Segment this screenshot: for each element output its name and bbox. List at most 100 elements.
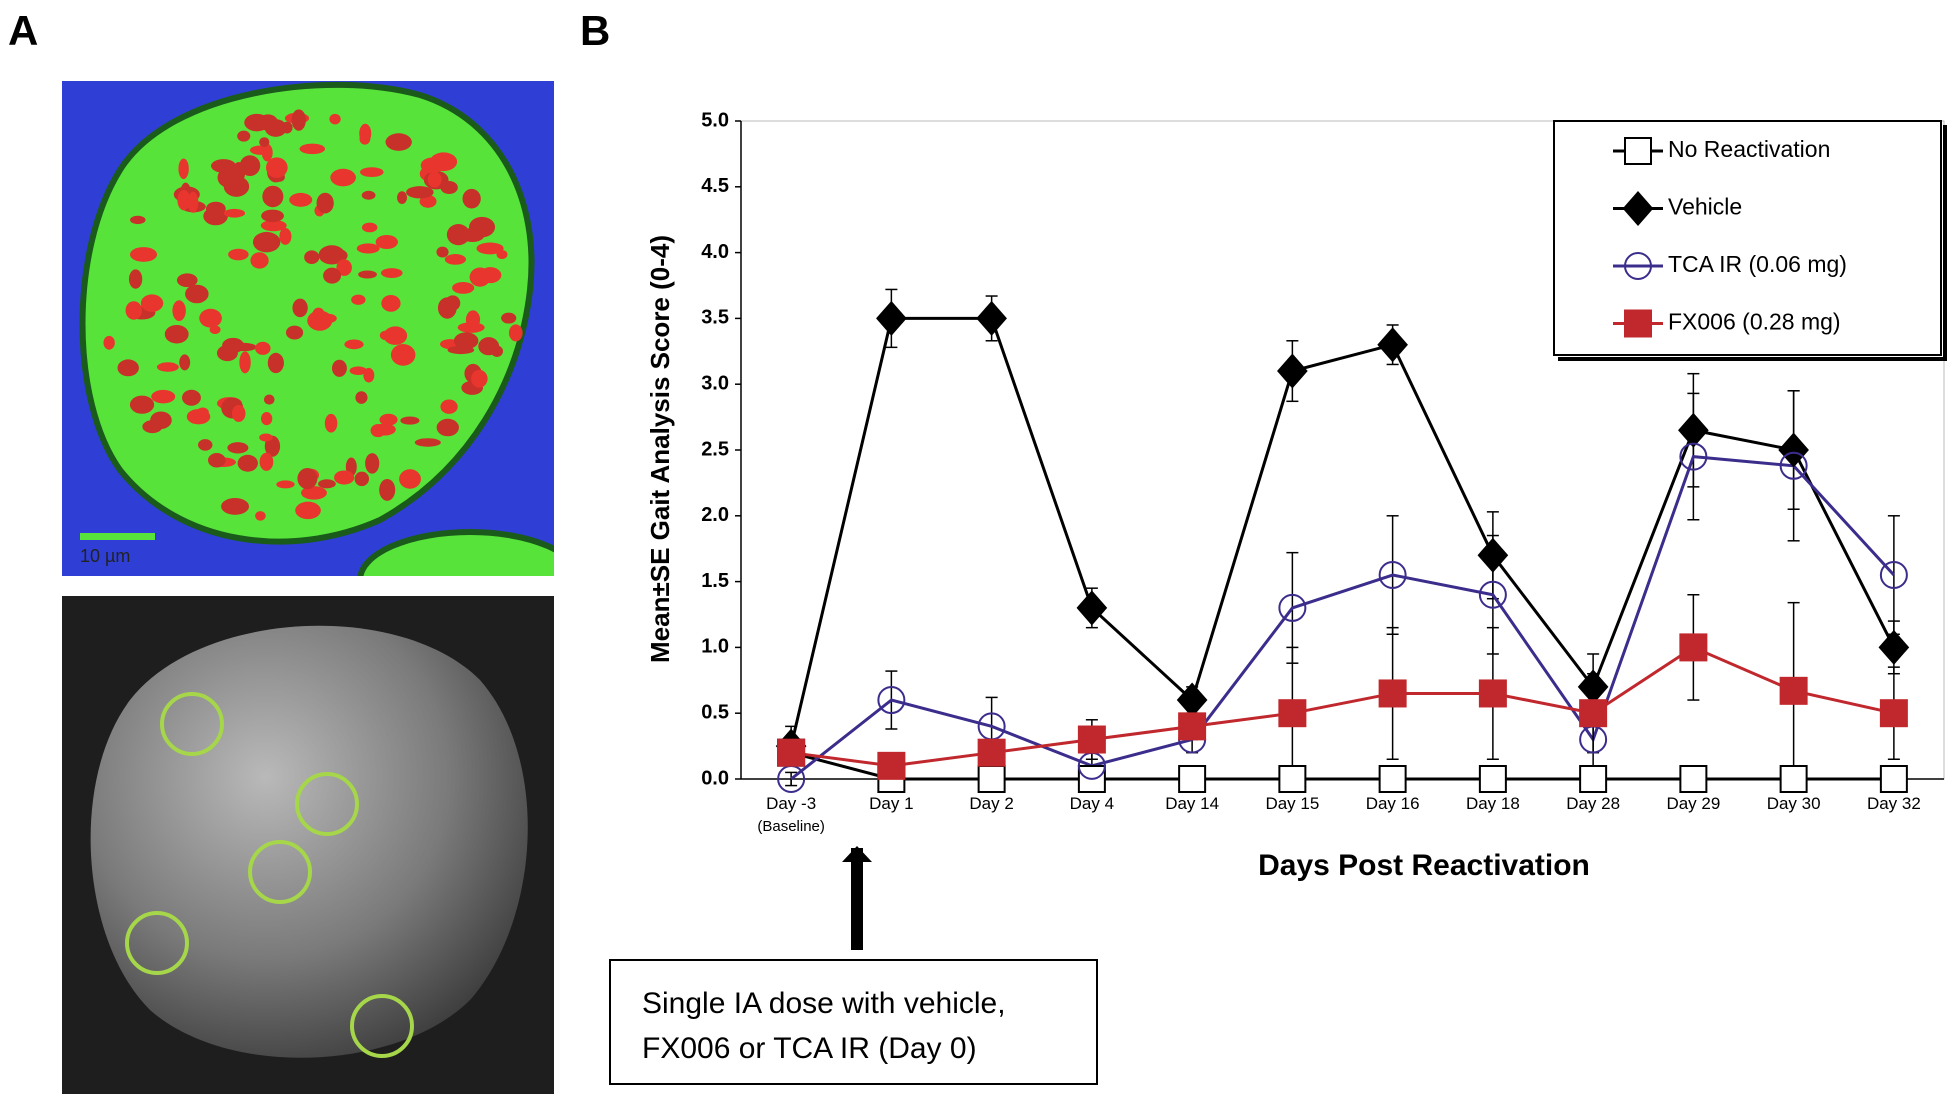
marker bbox=[1178, 765, 1207, 793]
marker bbox=[1879, 561, 1908, 590]
granule bbox=[172, 300, 186, 322]
x-tick-label: Day 4 bbox=[1070, 794, 1114, 813]
granule bbox=[329, 113, 341, 125]
x-tick-label: Day 28 bbox=[1566, 794, 1620, 813]
marker bbox=[1678, 412, 1709, 448]
granule bbox=[151, 389, 176, 404]
sem-image bbox=[62, 596, 554, 1094]
granule bbox=[379, 478, 396, 501]
granule bbox=[354, 471, 369, 487]
granule bbox=[276, 480, 295, 489]
granule bbox=[316, 192, 334, 214]
legend-label: FX006 (0.28 mg) bbox=[1668, 309, 1841, 335]
granule bbox=[361, 222, 378, 233]
granule bbox=[373, 423, 396, 436]
scale-bar-label: 10 µm bbox=[80, 546, 130, 566]
granule bbox=[414, 438, 441, 447]
x-tick-label: Day 30 bbox=[1767, 794, 1821, 813]
granule bbox=[129, 395, 155, 414]
granule bbox=[344, 339, 364, 350]
granule bbox=[199, 308, 222, 328]
x-tick-label: Day 18 bbox=[1466, 794, 1520, 813]
y-axis-title: Mean±SE Gait Analysis Score (0-4) bbox=[645, 235, 675, 663]
marker bbox=[777, 738, 806, 767]
granule bbox=[331, 359, 347, 377]
annotation-text: Single IA dose with vehicle, bbox=[642, 987, 1006, 1020]
panel-label: A bbox=[8, 7, 38, 54]
marker bbox=[1178, 712, 1207, 741]
marker bbox=[1478, 580, 1507, 609]
granule bbox=[400, 416, 420, 425]
fluorescence-image: 10 µm bbox=[62, 81, 554, 576]
y-tick-label: 3.5 bbox=[701, 307, 729, 329]
granule bbox=[324, 413, 338, 433]
marker bbox=[1176, 682, 1208, 718]
legend-label: Vehicle bbox=[1668, 194, 1742, 220]
granule bbox=[279, 228, 292, 245]
granule bbox=[182, 389, 201, 406]
x-tick-label: Day 2 bbox=[969, 794, 1013, 813]
granule bbox=[255, 341, 271, 355]
granule bbox=[351, 294, 366, 305]
granule bbox=[445, 295, 461, 311]
granule bbox=[231, 342, 257, 352]
granule bbox=[318, 479, 336, 489]
granule bbox=[476, 242, 504, 255]
granule bbox=[150, 411, 172, 429]
granule bbox=[259, 137, 270, 147]
marker bbox=[1378, 679, 1407, 708]
granule bbox=[187, 191, 199, 213]
granule bbox=[295, 501, 321, 520]
y-tick-label: 4.0 bbox=[701, 241, 729, 263]
granule bbox=[250, 252, 269, 269]
granule bbox=[399, 469, 421, 489]
granule bbox=[130, 215, 146, 225]
granule bbox=[185, 284, 209, 304]
x-tick-label: Day 32 bbox=[1867, 794, 1921, 813]
granule bbox=[179, 354, 191, 371]
legend-label: TCA IR (0.06 mg) bbox=[1668, 251, 1847, 277]
marker bbox=[1278, 593, 1307, 622]
series-line bbox=[789, 316, 1896, 747]
granule bbox=[508, 324, 523, 342]
marker bbox=[1624, 252, 1652, 280]
granule bbox=[261, 209, 284, 223]
legend-shadow bbox=[1558, 125, 1947, 361]
series-line bbox=[790, 751, 1894, 781]
granule bbox=[379, 413, 398, 426]
granule bbox=[359, 133, 371, 145]
granule bbox=[361, 190, 376, 200]
x-tick-label: Day 1 bbox=[869, 794, 913, 813]
granule bbox=[263, 394, 275, 405]
legend-box bbox=[1553, 120, 1942, 356]
granule bbox=[471, 369, 488, 388]
granule bbox=[453, 332, 479, 350]
granule bbox=[452, 282, 475, 294]
marker bbox=[1878, 629, 1910, 665]
granule bbox=[260, 412, 273, 426]
marker bbox=[1879, 699, 1908, 728]
granule bbox=[360, 167, 384, 177]
granule bbox=[130, 247, 158, 262]
marker bbox=[1779, 451, 1808, 480]
granule bbox=[231, 404, 246, 422]
granule bbox=[365, 453, 380, 474]
y-tick-label: 4.5 bbox=[701, 175, 729, 197]
marker bbox=[1778, 432, 1809, 468]
granule bbox=[285, 325, 304, 340]
granule bbox=[265, 157, 288, 178]
y-tick-label: 3.0 bbox=[701, 372, 729, 394]
marker bbox=[1679, 633, 1708, 662]
granule bbox=[208, 452, 226, 468]
granule bbox=[436, 418, 459, 437]
granule bbox=[383, 326, 408, 345]
marker bbox=[1779, 765, 1808, 793]
granule bbox=[198, 439, 213, 451]
series-line bbox=[790, 645, 1895, 768]
granule bbox=[349, 366, 367, 376]
marker bbox=[1077, 725, 1106, 754]
granule bbox=[427, 171, 442, 188]
marker bbox=[877, 686, 906, 715]
marker bbox=[1779, 676, 1808, 705]
